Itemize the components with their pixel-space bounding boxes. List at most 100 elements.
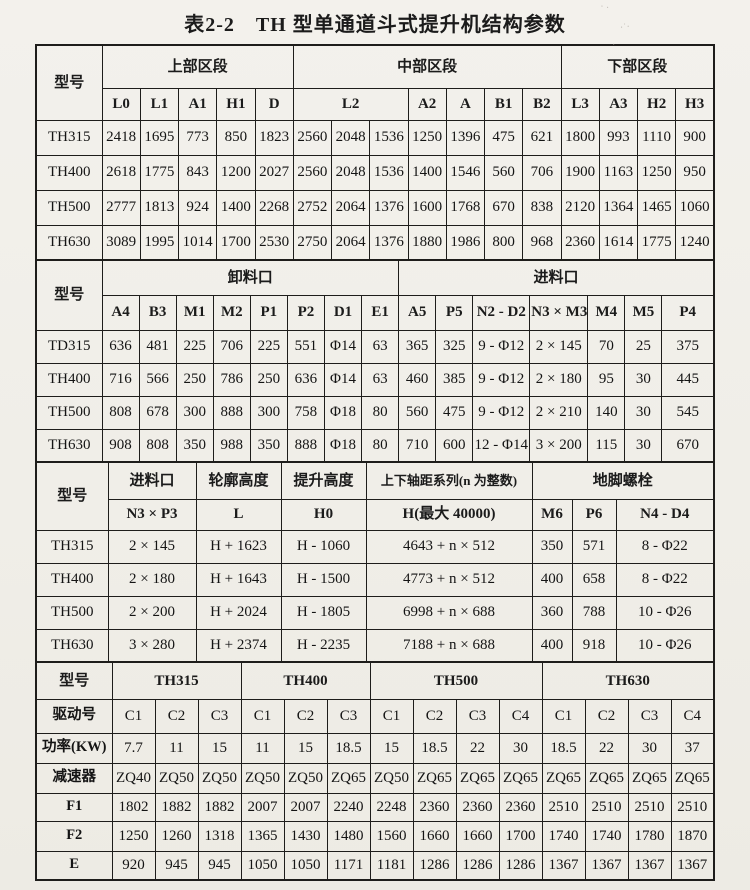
header-cell: 上下轴距系列(n 为整数): [365, 461, 533, 500]
data-cell: 1995: [139, 224, 180, 261]
data-cell: Φ14: [323, 329, 363, 364]
data-cell: 225: [175, 329, 214, 364]
data-cell: 1240: [675, 224, 715, 261]
data-cell: ZQ50: [240, 762, 285, 794]
header-cell: L: [195, 498, 282, 531]
header-cell: 型号: [35, 259, 103, 331]
data-cell: 15: [197, 732, 242, 764]
data-cell: 900: [675, 119, 715, 156]
data-cell: 9 - Φ12: [472, 362, 531, 397]
data-cell: 475: [435, 395, 474, 430]
data-cell: 1465: [636, 189, 677, 226]
data-cell: 1740: [584, 820, 629, 852]
data-cell: 2510: [584, 792, 629, 822]
data-cell: 250: [249, 362, 288, 397]
data-cell: 3089: [101, 224, 141, 261]
data-cell: 475: [483, 119, 524, 156]
data-cell: 2248: [369, 792, 414, 822]
data-cell: 1880: [407, 224, 447, 261]
data-cell: 460: [398, 362, 437, 397]
header-row: 型号 进料口 轮廓高度 提升高度 上下轴距系列(n 为整数) 地脚螺栓: [35, 461, 715, 531]
header-cell: N2 - D2: [472, 294, 531, 331]
header-cell: H0: [280, 498, 367, 531]
data-cell: 22: [584, 732, 629, 764]
data-cell: 621: [522, 119, 562, 156]
data-cell: 1768: [445, 189, 486, 226]
header-cell: N3 × P3: [107, 498, 197, 531]
data-cell: C1: [240, 698, 285, 734]
table-row: E 920 945 945 1050 1050 1171 1181 1286 1286 1286 13…: [35, 850, 715, 881]
data-cell: 1050: [240, 850, 285, 881]
data-cell: 1775: [636, 224, 677, 261]
table-row: TH315 2418 1695 773 850 1823 2560 2048 1536 1250 1…: [35, 119, 715, 156]
data-cell: 2048: [330, 154, 371, 191]
table-row: TH500 2777 1813 924 1400 2268 2752 2064 1376 1600…: [35, 189, 715, 226]
header-cell: L0: [101, 87, 141, 121]
data-cell: 2 × 145: [529, 329, 589, 364]
data-cell: 945: [154, 850, 199, 881]
data-cell: 1163: [598, 154, 639, 191]
data-cell: 10 - Φ26: [615, 628, 715, 663]
data-cell: 2360: [455, 792, 500, 822]
data-cell: 2360: [498, 792, 543, 822]
header-cell: M5: [624, 294, 663, 331]
data-cell: 1260: [154, 820, 199, 852]
data-cell: 1364: [598, 189, 639, 226]
header-cell: TH630: [541, 661, 715, 700]
data-cell: 140: [587, 395, 626, 430]
data-cell: 350: [531, 529, 573, 564]
data-cell: 80: [361, 428, 400, 463]
data-cell: 670: [661, 428, 715, 463]
data-cell: 2268: [254, 189, 294, 226]
header-cell: H2: [636, 87, 677, 121]
header-cell: A: [445, 87, 486, 121]
table-title: 表2-2 TH 型单通道斗式提升机结构参数: [184, 14, 566, 36]
data-cell: 1250: [636, 154, 677, 191]
header-cell: M2: [212, 294, 251, 331]
data-cell: C1: [369, 698, 414, 734]
header-cell: A3: [598, 87, 639, 121]
data-cell: H - 1805: [280, 595, 367, 630]
data-cell: 918: [571, 628, 617, 663]
data-cell: 360: [531, 595, 573, 630]
data-cell: 1365: [240, 820, 285, 852]
data-cell: 993: [598, 119, 639, 156]
data-cell: 560: [483, 154, 524, 191]
data-cell: 1700: [498, 820, 543, 852]
data-cell: 95: [587, 362, 626, 397]
header-cell: D1: [323, 294, 363, 331]
header-cell: 中部区段: [292, 44, 562, 89]
data-cell: 30: [624, 395, 663, 430]
data-cell: 3 × 200: [529, 428, 589, 463]
header-cell: B1: [483, 87, 524, 121]
data-cell: 2750: [292, 224, 333, 261]
data-cell: 325: [435, 329, 474, 364]
data-cell: 658: [571, 562, 617, 597]
data-cell: 2 × 210: [529, 395, 589, 430]
data-cell: 400: [531, 628, 573, 663]
data-cell: 1376: [369, 224, 409, 261]
data-cell: 2 × 180: [107, 562, 197, 597]
data-cell: 80: [361, 395, 400, 430]
header-cell: P1: [249, 294, 288, 331]
data-cell: 2007: [283, 792, 328, 822]
data-cell: 908: [101, 428, 140, 463]
header-cell: 卸料口: [101, 259, 400, 296]
data-cell: 924: [177, 189, 218, 226]
data-cell: 706: [522, 154, 562, 191]
data-cell: 15: [283, 732, 328, 764]
header-cell: P4: [661, 294, 715, 331]
data-cell: Φ14: [323, 362, 363, 397]
row-label-cell: TH500: [35, 395, 103, 430]
data-cell: 15: [369, 732, 414, 764]
data-cell: 22: [455, 732, 500, 764]
data-cell: 1700: [216, 224, 256, 261]
data-cell: C2: [283, 698, 328, 734]
row-label-cell: 减速器: [35, 762, 113, 794]
header-row: 型号 上部区段 中部区段 下部区段: [35, 44, 715, 121]
header-row: 型号 TH315 TH400 TH500 TH630: [35, 661, 715, 700]
header-cell: A1: [177, 87, 218, 121]
header-cell: L2: [292, 87, 409, 121]
header-cell: H3: [675, 87, 715, 121]
